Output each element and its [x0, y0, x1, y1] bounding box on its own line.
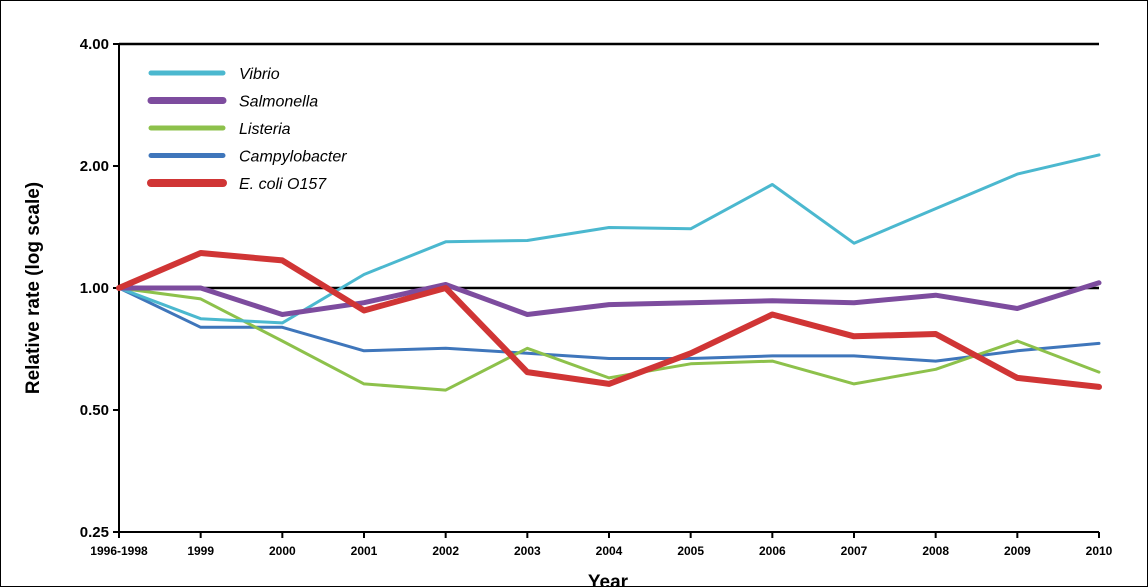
x-tick-label: 2009 — [1004, 544, 1031, 558]
legend-label-salmonella: Salmonella — [239, 94, 318, 111]
series-line-campylobacter — [117, 286, 1101, 363]
legend-label-vibrio: Vibrio — [239, 66, 280, 83]
series-line-vibrio — [117, 153, 1101, 325]
x-tick-label: 2007 — [841, 544, 868, 558]
legend-label-e-coli-o157: E. coli O157 — [239, 176, 327, 193]
x-axis-title: Year — [588, 572, 629, 587]
legend: Vibrio Salmonella Listeria Campylobacter E. … — [147, 66, 347, 193]
x-tick-label: 2000 — [269, 544, 296, 558]
y-axis-title: Relative rate (log scale) — [23, 182, 44, 394]
x-tick-label: 2001 — [351, 544, 378, 558]
x-tick-label: 1996-1998 — [90, 544, 148, 558]
y-tick-label: 4.00 — [80, 36, 109, 53]
x-tick-label: 2010 — [1086, 544, 1113, 558]
y-tick-label: 0.50 — [80, 402, 109, 419]
legend-label-campylobacter: Campylobacter — [239, 149, 347, 166]
series-line-salmonella — [116, 280, 1102, 317]
y-tick-label: 1.00 — [80, 280, 109, 297]
x-tick-label: 2002 — [432, 544, 459, 558]
y-tick-label: 2.00 — [80, 158, 109, 175]
x-tick-label: 2003 — [514, 544, 541, 558]
legend-label-listeria: Listeria — [239, 121, 291, 138]
x-tick-label: 2004 — [596, 544, 623, 558]
y-tick-label: 0.25 — [80, 524, 109, 541]
grid-layer — [119, 42, 1099, 290]
series-line-e-coli-o157 — [116, 250, 1102, 390]
x-tick-label: 2005 — [677, 544, 704, 558]
series-layer — [116, 153, 1102, 392]
x-tick-label: 2006 — [759, 544, 786, 558]
x-tick-label: 2008 — [922, 544, 949, 558]
axes-layer: 0.25 0.50 1.00 2.00 4.00 1996-1998 1999 2000 200… — [80, 36, 1113, 558]
x-tick-label: 1999 — [187, 544, 214, 558]
series-line-listeria — [117, 286, 1101, 392]
